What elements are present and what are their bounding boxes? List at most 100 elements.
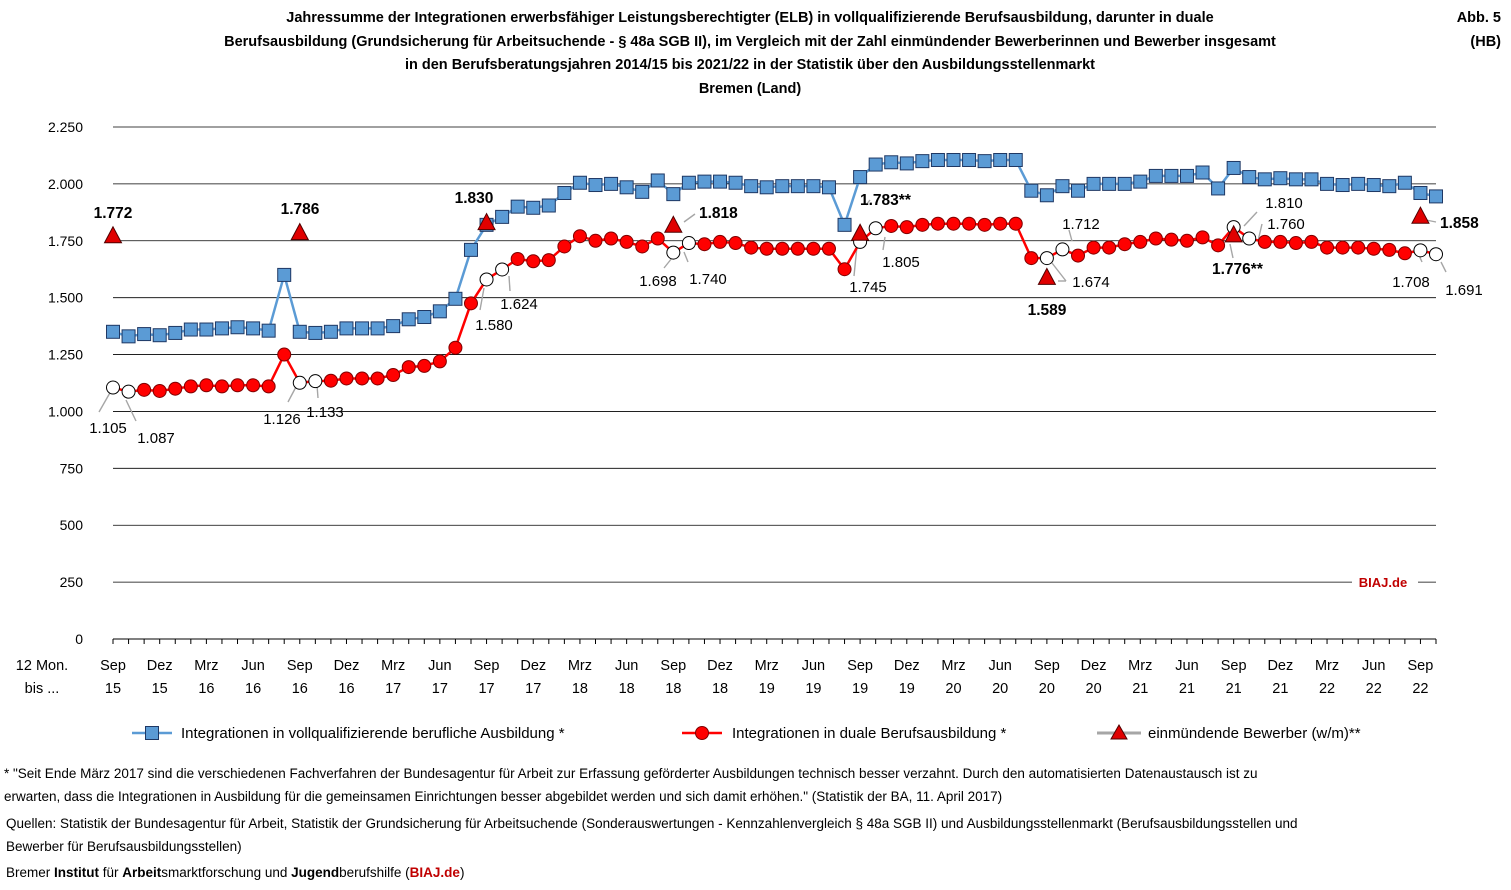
circle-marker — [323, 373, 338, 388]
leader-line — [1440, 261, 1447, 273]
circle-marker — [168, 381, 183, 396]
x-tick-label: 21 — [1132, 681, 1148, 697]
circle-marker — [837, 262, 852, 277]
circle-marker — [448, 340, 463, 355]
square-marker — [1179, 168, 1194, 183]
circle-marker — [650, 231, 665, 246]
square-marker — [448, 291, 463, 306]
title-line: Jahressumme der Integrationen erwerbsfäh… — [286, 10, 1214, 26]
square-marker — [884, 155, 899, 170]
square-marker — [604, 176, 619, 191]
square-marker — [1024, 183, 1039, 198]
x-tick-label: Dez — [894, 658, 920, 674]
legend-square-marker — [145, 726, 159, 740]
circle-marker — [106, 380, 120, 395]
square-marker — [588, 178, 603, 193]
square-marker — [619, 180, 634, 195]
circle-marker — [479, 272, 494, 287]
circle-marker — [1335, 240, 1350, 255]
square-marker — [401, 312, 416, 327]
square-marker — [495, 209, 510, 224]
x-tick-label: Jun — [1362, 658, 1385, 674]
square-marker — [650, 173, 665, 188]
circle-marker — [744, 240, 759, 255]
data-label: 1.783** — [860, 192, 912, 209]
x-tick-label: 19 — [852, 681, 868, 697]
circle-marker — [977, 217, 992, 232]
triangle-marker — [290, 222, 310, 241]
square-marker — [1320, 176, 1335, 191]
circle-marker — [495, 262, 510, 277]
title-line: in den Berufsberatungsjahren 2014/15 bis… — [404, 57, 1096, 73]
square-marker — [744, 179, 759, 194]
y-tick-label: 0 — [75, 631, 83, 647]
leader-line — [125, 399, 137, 422]
circle-marker — [1351, 240, 1366, 255]
square-marker — [572, 175, 587, 190]
leader-line — [508, 275, 511, 292]
square-marker — [697, 174, 712, 189]
x-tick-label: Dez — [334, 658, 360, 674]
square-marker — [759, 180, 774, 195]
circle-marker — [541, 253, 556, 268]
square-marker — [1382, 179, 1397, 194]
circle-marker — [1179, 233, 1194, 248]
circle-marker — [183, 379, 198, 394]
x-tick-label: Sep — [660, 658, 686, 674]
y-tick-label: 1.000 — [48, 403, 83, 419]
data-label: 1.589 — [1028, 302, 1067, 319]
circle-marker — [308, 374, 323, 389]
circle-marker — [246, 378, 261, 393]
circle-marker — [557, 239, 572, 254]
circle-marker — [261, 379, 276, 394]
square-marker — [1351, 176, 1366, 191]
circle-marker — [1382, 242, 1397, 257]
credit-link[interactable]: BIAJ.de — [409, 865, 460, 880]
square-marker — [168, 325, 183, 340]
x-tick-label: 20 — [992, 681, 1008, 697]
circle-marker — [1273, 234, 1288, 249]
watermark-bg — [1352, 573, 1418, 592]
square-marker — [1102, 176, 1117, 191]
circle-marker — [713, 234, 728, 249]
x-tick-label: Sep — [100, 658, 126, 674]
y-tick-label: 1.250 — [48, 347, 83, 363]
square-marker — [853, 170, 868, 185]
x-tick-label: Mrz — [941, 658, 965, 674]
x-tick-label: 21 — [1226, 681, 1242, 697]
square-marker — [1273, 171, 1288, 186]
credit-part: ) — [459, 865, 465, 880]
x-tick-label: Mrz — [1128, 658, 1152, 674]
circle-marker — [1024, 251, 1039, 266]
circle-marker — [962, 216, 977, 231]
circle-marker — [1133, 234, 1148, 249]
data-label: 1.087 — [137, 430, 175, 447]
circle-marker — [806, 241, 821, 256]
square-marker — [386, 319, 401, 334]
circle-marker — [1429, 247, 1443, 262]
x-tick-label: 16 — [338, 681, 354, 697]
data-label: 1.105 — [89, 420, 127, 437]
watermark: BIAJ.de — [1359, 575, 1407, 590]
leader-line — [663, 257, 673, 269]
legend-label: einmündende Bewerber (w/m)** — [1148, 725, 1361, 742]
data-label: 1.740 — [689, 271, 727, 288]
square-marker — [790, 179, 805, 194]
square-marker — [292, 324, 307, 339]
x-tick-label: 21 — [1272, 681, 1288, 697]
square-marker — [214, 321, 229, 336]
circle-marker — [884, 218, 899, 233]
leader-line — [479, 287, 485, 311]
chart-title: Jahressumme der Integrationen erwerbsfäh… — [120, 7, 1380, 101]
x-tick-label: 17 — [525, 681, 541, 697]
title-line: Berufsausbildung (Grundsicherung für Arb… — [224, 33, 1276, 50]
circle-marker — [1071, 248, 1086, 263]
x-tick-label: 19 — [759, 681, 775, 697]
circle-marker — [899, 220, 914, 235]
square-marker — [635, 184, 650, 199]
square-marker — [246, 321, 261, 336]
square-marker — [230, 320, 245, 335]
circle-marker — [386, 368, 401, 383]
square-marker — [946, 152, 961, 167]
